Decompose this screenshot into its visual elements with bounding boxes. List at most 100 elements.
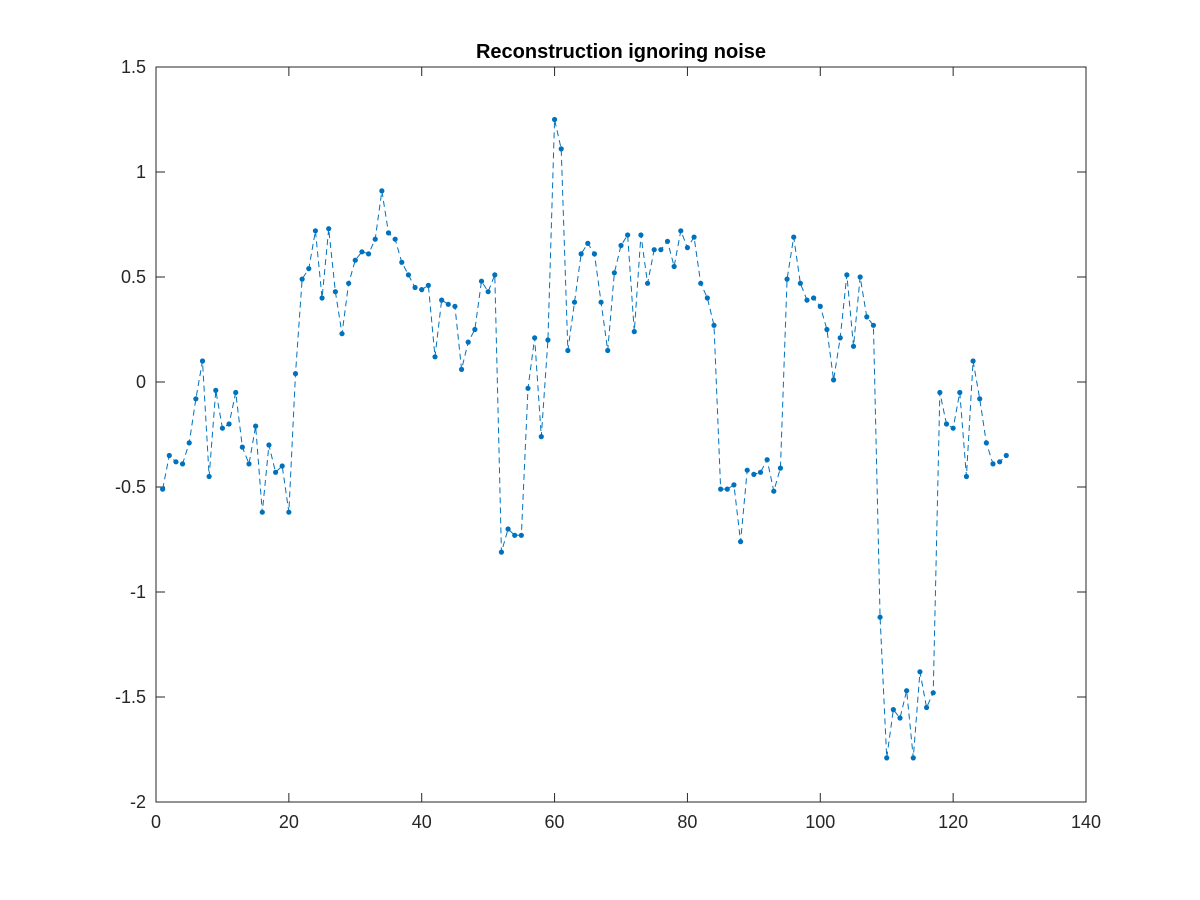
data-point xyxy=(904,688,910,694)
data-point xyxy=(352,257,358,263)
data-point xyxy=(771,488,777,494)
data-point xyxy=(385,230,392,236)
data-point xyxy=(937,389,943,396)
data-point xyxy=(625,232,631,238)
y-tick-label: 0.5 xyxy=(121,267,146,287)
data-point xyxy=(246,461,252,467)
data-point xyxy=(718,486,724,492)
data-point xyxy=(339,331,345,337)
data-point xyxy=(698,280,704,286)
data-point xyxy=(797,280,803,286)
data-point xyxy=(923,704,930,711)
data-point xyxy=(704,295,710,301)
x-tick-label: 0 xyxy=(151,812,161,832)
data-point xyxy=(272,469,279,475)
data-point xyxy=(565,347,571,354)
data-point xyxy=(850,343,857,349)
data-point xyxy=(259,509,265,515)
data-point xyxy=(538,434,544,440)
data-point xyxy=(253,423,259,429)
data-point xyxy=(990,461,996,467)
data-point xyxy=(392,236,398,242)
data-point xyxy=(306,266,312,272)
data-point xyxy=(219,425,226,431)
data-point xyxy=(186,440,192,446)
data-point xyxy=(332,289,338,295)
data-point xyxy=(299,276,305,282)
data-point xyxy=(857,274,863,280)
data-point xyxy=(591,251,598,257)
y-tick-label: -1.5 xyxy=(115,687,146,707)
data-point xyxy=(711,322,717,328)
data-point xyxy=(658,247,664,253)
y-tick-label: -1 xyxy=(130,582,146,602)
data-point xyxy=(970,358,976,364)
data-point xyxy=(997,459,1003,465)
data-point xyxy=(777,465,784,471)
data-point xyxy=(664,238,671,244)
data-point xyxy=(286,509,292,515)
data-point xyxy=(545,337,551,343)
data-point xyxy=(817,303,823,309)
y-tick-label: -0.5 xyxy=(115,477,146,497)
data-point xyxy=(558,146,564,152)
chart-title: Reconstruction ignoring noise xyxy=(476,41,766,63)
data-point xyxy=(837,335,843,341)
data-point xyxy=(950,425,956,431)
data-point xyxy=(199,358,206,364)
data-point xyxy=(326,226,332,232)
data-point xyxy=(512,532,518,538)
data-point xyxy=(751,471,757,477)
data-point xyxy=(598,299,604,305)
data-point xyxy=(910,755,916,761)
data-point xyxy=(160,486,166,492)
data-point xyxy=(983,440,989,446)
data-point xyxy=(844,272,850,278)
x-tick-label: 80 xyxy=(677,812,697,832)
axes-box xyxy=(155,66,1087,803)
data-point xyxy=(811,295,817,301)
data-point xyxy=(379,188,385,194)
x-tick-label: 140 xyxy=(1071,812,1101,832)
data-point xyxy=(346,280,352,286)
data-point xyxy=(757,469,764,475)
data-point xyxy=(498,549,505,555)
data-point xyxy=(279,463,285,469)
data-point xyxy=(518,532,524,538)
data-point xyxy=(439,297,445,303)
data-point xyxy=(585,240,591,246)
data-point xyxy=(1003,452,1009,459)
plot-area: 0 20 40 60 80 100 120 140 -2 -1.5 -1 -0.5 0 0.5 1 1.5 xyxy=(115,57,1101,832)
data-point xyxy=(737,539,744,545)
data-point xyxy=(824,326,830,333)
data-point xyxy=(691,234,697,240)
data-point xyxy=(372,236,378,242)
data-point xyxy=(206,473,212,480)
data-point xyxy=(458,366,465,372)
data-point xyxy=(877,614,883,620)
data-point xyxy=(399,259,405,265)
x-tick-label: 100 xyxy=(805,812,835,832)
data-point xyxy=(525,385,531,391)
data-point xyxy=(412,284,418,291)
data-point xyxy=(319,295,325,301)
y-tick-label: 1 xyxy=(136,162,146,182)
data-point xyxy=(266,442,272,448)
data-point xyxy=(724,486,730,492)
data-point xyxy=(485,289,491,295)
data-point xyxy=(465,339,471,345)
data-point xyxy=(830,377,837,383)
data-point xyxy=(917,669,923,675)
y-tick-label: 0 xyxy=(136,372,146,392)
data-point xyxy=(957,389,963,396)
data-point xyxy=(445,301,451,307)
data-point xyxy=(213,387,219,393)
data-point xyxy=(478,278,485,284)
data-point xyxy=(505,526,511,532)
data-point xyxy=(578,251,584,257)
data-point xyxy=(870,322,877,328)
data-point xyxy=(359,249,365,255)
data-point xyxy=(233,389,239,396)
